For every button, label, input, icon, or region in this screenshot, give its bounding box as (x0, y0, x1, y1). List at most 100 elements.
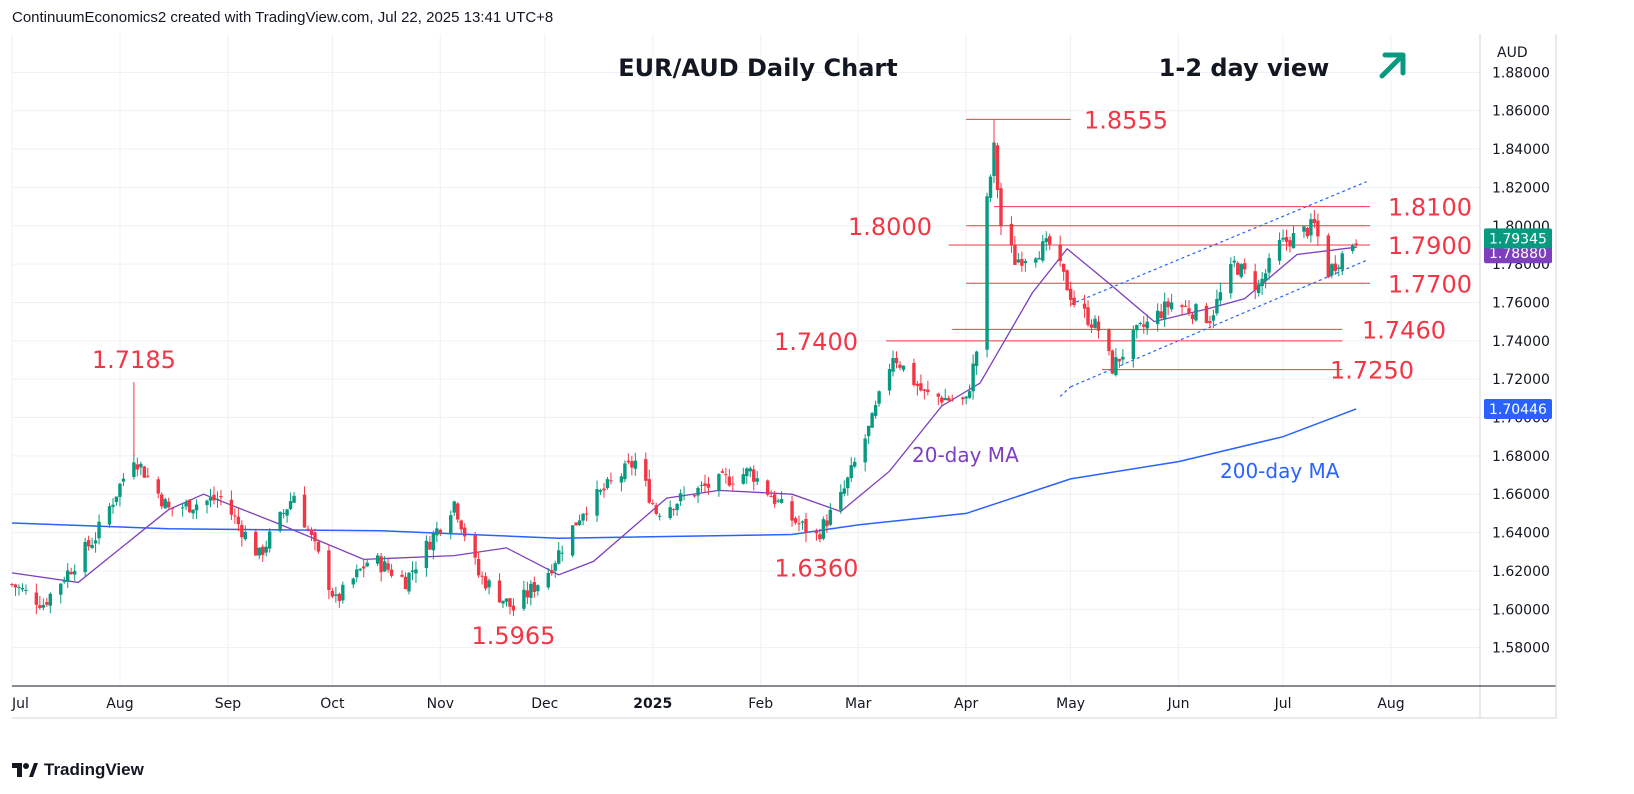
candle-body (1086, 307, 1090, 325)
candle-body (83, 541, 87, 573)
candle-body (964, 396, 968, 399)
level-label: 1.7700 (1388, 270, 1472, 298)
candle-body (703, 483, 707, 486)
candle-body (330, 590, 335, 597)
price-point-label: 1.5965 (471, 622, 555, 650)
candle-body (1020, 258, 1024, 266)
candle-body (839, 491, 843, 510)
candle-body (449, 515, 453, 535)
candle-body (410, 570, 415, 572)
candle-body (267, 531, 272, 549)
candle-body (334, 594, 338, 596)
candle-body (1166, 301, 1170, 308)
candle-body (1232, 260, 1236, 263)
candle-body (1138, 323, 1142, 325)
candle-body (1312, 218, 1317, 224)
candle-body (459, 520, 463, 530)
candle-body (1089, 324, 1094, 328)
candle-body (818, 534, 822, 540)
candle-body (755, 478, 759, 482)
candle-body (901, 365, 906, 370)
candle-body (800, 521, 805, 523)
candle-body (1256, 284, 1261, 294)
candle-body (696, 487, 700, 496)
candle-body (483, 576, 488, 589)
candle-body (1037, 257, 1041, 260)
y-tick-label: 1.66000 (1492, 487, 1550, 503)
candle-body (1155, 310, 1160, 324)
candle-body (1208, 320, 1212, 324)
candle-body (233, 515, 237, 517)
candle-body (1117, 358, 1122, 362)
candle-body (236, 516, 241, 525)
candle-body (894, 357, 899, 364)
candle-body (922, 389, 927, 391)
candle-body (765, 480, 770, 495)
candle-body (940, 397, 944, 403)
candle-body (1337, 267, 1341, 269)
candle-body (1023, 261, 1028, 264)
x-tick-label: May (1056, 696, 1085, 712)
candle-body (849, 465, 853, 479)
candle-body (1065, 270, 1069, 291)
candle-body (769, 496, 773, 498)
chart-attribution: ContinuumEconomics2 created with Trading… (12, 9, 554, 26)
candle-body (522, 589, 526, 609)
candle-body (243, 531, 248, 540)
candle-body (142, 466, 147, 478)
candle-body (877, 391, 881, 404)
candle-body (257, 547, 261, 556)
candle-body (790, 501, 794, 521)
candle-body (163, 499, 167, 509)
ma20-badge-text: 1.78880 (1489, 246, 1547, 262)
candle-body (1187, 308, 1191, 314)
candle-body (389, 569, 394, 576)
candle-body (431, 533, 436, 551)
level-label: 1.7250 (1330, 357, 1414, 385)
candle-body (598, 490, 603, 492)
candle-body (1072, 297, 1076, 306)
tradingview-logo[interactable]: TradingView (12, 760, 144, 780)
candle-body (10, 584, 14, 586)
candle-body (476, 559, 481, 576)
candle-body (658, 515, 662, 517)
candle-body (1044, 238, 1048, 243)
y-tick-label: 1.74000 (1492, 334, 1550, 350)
candle-body (48, 593, 53, 606)
candle-body (327, 550, 331, 591)
candle-body (41, 604, 46, 608)
candle-body (187, 499, 192, 513)
candle-body (581, 513, 585, 521)
y-tick-label: 1.68000 (1492, 449, 1550, 465)
candle-body (553, 563, 557, 571)
candle-body (508, 598, 512, 607)
candle-body (1034, 258, 1038, 263)
candle-body (1135, 324, 1139, 331)
candle-body (341, 584, 345, 601)
candle-body (529, 583, 533, 598)
candle-body (870, 413, 874, 428)
candle-body (887, 369, 892, 391)
candle-body (525, 590, 530, 598)
candle-body (1194, 304, 1198, 321)
candle-body (497, 580, 502, 603)
candle-body (644, 459, 648, 481)
candle-body (362, 566, 366, 569)
x-tick-label: Apr (954, 696, 978, 712)
x-tick-label: Mar (845, 696, 872, 712)
y-tick-label: 1.88000 (1492, 65, 1550, 81)
candle-body (194, 504, 199, 511)
candle-body (797, 523, 801, 525)
candle-body (1218, 292, 1223, 301)
candle-body (59, 583, 63, 595)
candle-body (135, 464, 140, 470)
candle-body (38, 605, 42, 608)
candle-body (974, 351, 979, 367)
candle-body (995, 145, 1000, 191)
candle-body (651, 503, 655, 505)
candle-body (776, 500, 780, 502)
candle-body (1009, 223, 1014, 246)
candle-body (678, 493, 683, 502)
chart-subtitle: 1-2 day view (1159, 54, 1330, 82)
